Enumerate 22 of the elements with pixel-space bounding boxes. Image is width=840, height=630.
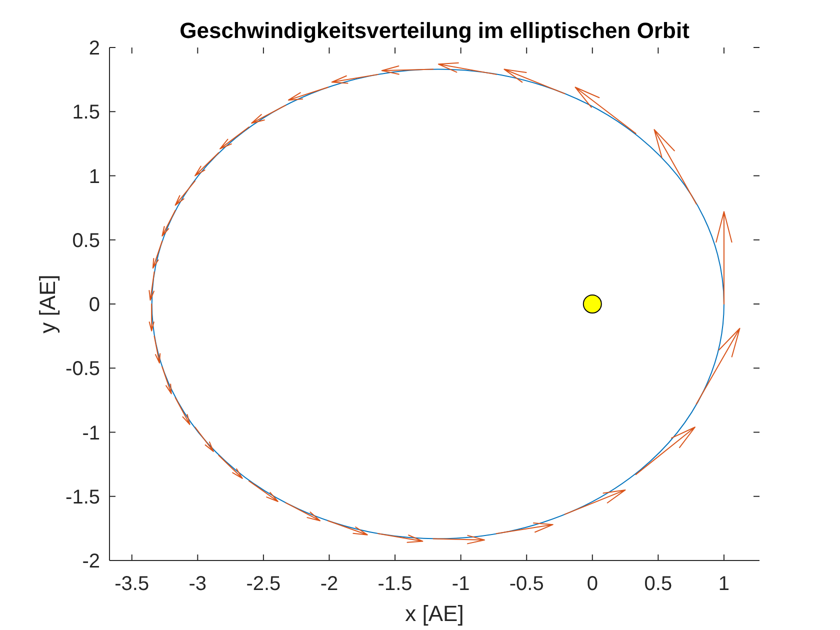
- y-tick-label: -0.5: [66, 358, 100, 380]
- y-tick-label: 1.5: [72, 102, 100, 124]
- x-tick-label: -2.5: [246, 573, 281, 595]
- y-axis-title: y [AE]: [35, 274, 60, 334]
- x-tick-label: -3.5: [114, 573, 150, 595]
- y-tick-label: -1: [82, 422, 100, 444]
- x-tick-label: 0: [586, 573, 598, 595]
- x-tick-label: 0.5: [644, 573, 672, 595]
- x-tick-label: -1.5: [378, 573, 412, 595]
- y-tick-label: -2: [82, 550, 100, 572]
- y-tick-label: 0.5: [72, 230, 100, 252]
- x-axis-title: x [AE]: [405, 601, 464, 626]
- y-tick-label: 1: [88, 166, 100, 188]
- y-tick-label: 0: [88, 294, 100, 316]
- chart-title: Geschwindigkeitsverteilung im elliptischen Orbit: [180, 18, 690, 43]
- x-tick-label: -2: [320, 573, 338, 595]
- x-tick-label: -1: [452, 573, 470, 595]
- x-tick-label: 1: [718, 573, 730, 595]
- x-tick-label: -3: [188, 573, 207, 595]
- y-tick-label: -1.5: [66, 486, 100, 508]
- x-tick-label: -0.5: [509, 573, 544, 595]
- y-tick-label: 2: [88, 38, 100, 60]
